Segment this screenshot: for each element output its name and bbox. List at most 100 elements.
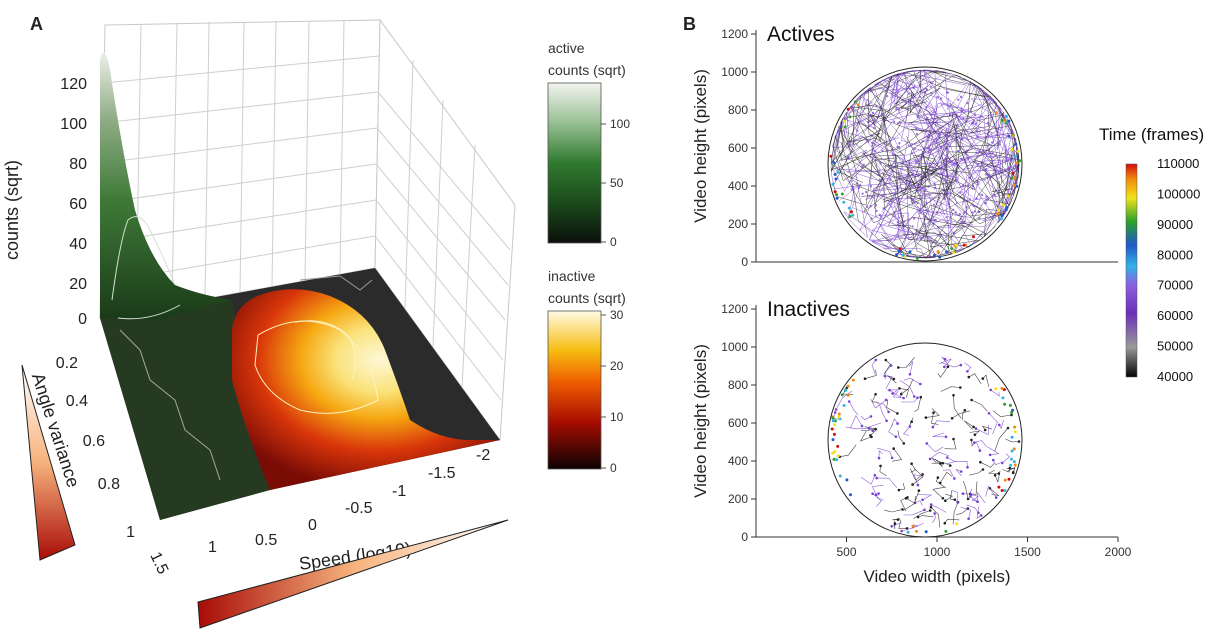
y-tick-label: 800 (728, 378, 748, 392)
trajectory (831, 113, 927, 213)
trajectory-end (874, 493, 878, 497)
rim-point (843, 125, 847, 129)
trajectory (883, 359, 891, 375)
trajectory (908, 361, 914, 375)
trajectory-end (943, 357, 947, 361)
position-point (878, 213, 882, 217)
trajectory-end (916, 396, 919, 400)
trajectory-end (938, 462, 942, 465)
rim-point (1006, 194, 1010, 198)
trajectory (879, 465, 887, 477)
trajectory-end (973, 441, 976, 444)
rim-point (945, 250, 949, 254)
position-point (917, 159, 920, 163)
y-tick-label: 0.4 (66, 393, 88, 410)
trajectory-end (953, 477, 956, 480)
position-point (875, 104, 878, 108)
position-point (871, 111, 875, 115)
trajectory (1002, 467, 1011, 473)
rim-point (840, 192, 844, 196)
trajectory-end (992, 458, 995, 462)
rim-point (962, 243, 966, 247)
position-point (895, 107, 898, 111)
position-point (925, 201, 928, 204)
trajectory-end (884, 358, 888, 362)
y-tick-label: 1200 (721, 302, 748, 316)
rim-point (1002, 388, 1006, 392)
x-tick-label: 1.5 (146, 550, 171, 577)
y-tick-label: 400 (728, 179, 748, 193)
trajectory-end (877, 492, 880, 495)
position-point (878, 169, 881, 172)
trajectory-end (911, 483, 914, 486)
rim-point (835, 193, 838, 197)
trajectory-end (974, 427, 978, 430)
trajectory-end (928, 457, 932, 461)
y-tick-label: 800 (728, 103, 748, 117)
z-tick-label: 40 (69, 236, 87, 253)
colorbar-tick: 110000 (1157, 156, 1199, 171)
colorbar-tick: 100 (610, 117, 630, 131)
position-point (915, 132, 919, 136)
trajectory-end (943, 365, 946, 369)
trajectory (856, 69, 997, 255)
position-point (968, 198, 971, 201)
position-point (944, 180, 948, 183)
y-tick-label: 1 (126, 524, 135, 541)
trajectory (929, 451, 950, 460)
rim-point (1000, 214, 1004, 218)
trajectory-end (936, 476, 940, 479)
trajectory-end (970, 398, 973, 402)
position-point (960, 109, 964, 113)
x-tick-label: 2000 (1105, 545, 1132, 559)
trajectory (899, 388, 909, 398)
trajectory-end (1012, 471, 1015, 474)
trajectory (843, 161, 945, 239)
x-tick-label: -1 (392, 483, 406, 500)
trajectory (873, 71, 967, 147)
position-point (931, 166, 934, 169)
rim-point (955, 243, 959, 247)
y-ticks: 0 200 400 600 800 1000 1200 (721, 27, 756, 269)
position-point (952, 231, 956, 235)
y-tick-label: 0 (741, 255, 748, 269)
trajectory-end (910, 420, 913, 424)
trajectory-end (983, 428, 987, 432)
position-point (929, 85, 932, 89)
position-point (879, 162, 882, 165)
position-point (913, 217, 916, 220)
position-point (956, 124, 959, 128)
trajectory (932, 513, 936, 523)
position-point (973, 113, 977, 117)
rim-point (835, 458, 839, 462)
trajectory (909, 417, 914, 427)
position-point (881, 149, 884, 153)
trajectory-end (989, 388, 992, 392)
colorbar-tick: 50000 (1157, 339, 1193, 354)
position-point (914, 127, 918, 130)
trajectory-end (948, 464, 952, 467)
colorbar-tick: 70000 (1157, 278, 1193, 293)
trajectory-end (993, 473, 997, 477)
trajectory-end (891, 392, 894, 395)
rim-point (936, 250, 940, 254)
position-point (984, 202, 987, 205)
time-colorbar: Time (frames) 110000 100000 90000 80000 7000… (1099, 125, 1204, 384)
position-point (991, 152, 994, 155)
trajectory-end (910, 462, 913, 466)
trajectory-end (944, 499, 947, 503)
trajectory (962, 488, 972, 495)
rim-point (1013, 183, 1017, 187)
trajectory-end (946, 456, 949, 459)
position-point (948, 113, 952, 116)
position-point (992, 169, 996, 172)
rim-point (924, 530, 928, 534)
position-point (860, 165, 864, 169)
position-point (874, 159, 877, 162)
trajectory-end (963, 408, 967, 412)
position-point (957, 98, 960, 101)
y-tick-label: 600 (728, 416, 748, 430)
trajectory-end (979, 514, 983, 517)
position-point (944, 157, 947, 160)
angle-variance-wedge (21, 364, 76, 561)
